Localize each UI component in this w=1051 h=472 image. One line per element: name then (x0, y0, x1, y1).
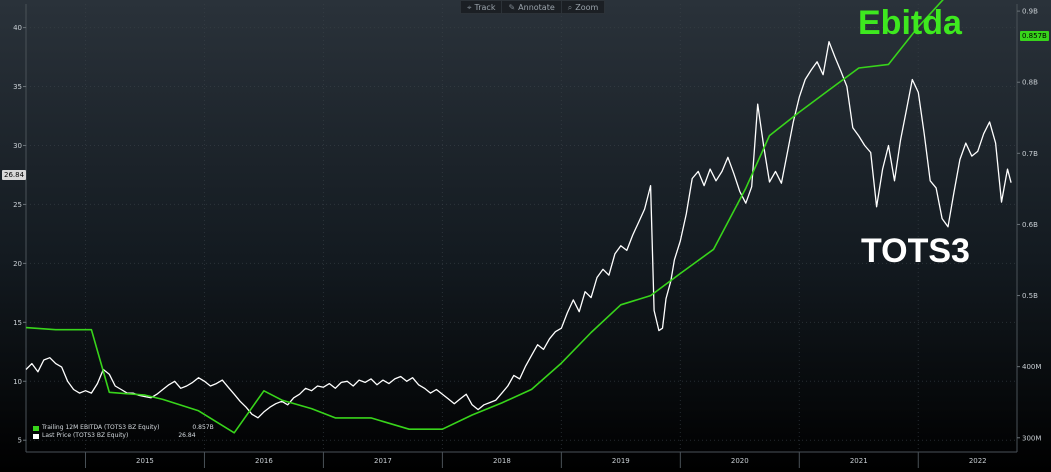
last-ebitda-tag: 0.857B (1020, 31, 1049, 41)
legend-value-ebitda: 0.857B (192, 424, 214, 431)
left-tick-label: 30 (13, 142, 22, 150)
left-tick-label: 35 (13, 83, 22, 91)
x-tick-label: 2016 (255, 457, 273, 465)
annotate-button[interactable]: ✎ Annotate (502, 1, 562, 13)
right-tick-label: 0.9B (1022, 8, 1038, 16)
right-tick-label: 400M (1022, 363, 1041, 371)
series-lines (25, 0, 1012, 434)
x-tick-label: 2017 (374, 457, 392, 465)
legend-swatch-ebitda (33, 425, 39, 431)
left-tick-label: 5 (18, 437, 22, 445)
left-axis: 5 10 15 20 25 30 35 40 (13, 4, 27, 452)
left-tick-label: 25 (13, 201, 22, 209)
x-axis: 2015 2016 2017 2018 2019 2020 2021 2022 (26, 451, 1017, 468)
track-icon: ⌖ (467, 2, 472, 12)
left-tick-label: 10 (13, 378, 22, 386)
annotate-icon: ✎ (508, 2, 516, 12)
right-tick-label: 300M (1022, 434, 1041, 442)
last-price-tag: 26.84 (2, 170, 27, 180)
zoom-label: Zoom (575, 2, 599, 12)
ebitda-annotation: Ebitda (858, 4, 962, 42)
x-tick-label: 2019 (612, 457, 630, 465)
left-tick-label: 15 (13, 319, 22, 327)
chart-toolbar: ⌖ Track ✎ Annotate ⌕ Zoom (460, 0, 606, 14)
legend-item-ebitda[interactable]: Trailing 12M EBITDA (TOTS3 BZ Equity) 0.… (33, 424, 214, 432)
right-tick-label: 0.8B (1022, 79, 1038, 87)
legend-label-ebitda: Trailing 12M EBITDA (TOTS3 BZ Equity) (42, 424, 160, 431)
track-button[interactable]: ⌖ Track (461, 1, 503, 13)
left-tick-label: 40 (13, 24, 22, 32)
right-tick-label: 0.6B (1022, 221, 1038, 229)
right-tick-label: 0.7B (1022, 150, 1038, 158)
legend-item-price[interactable]: Last Price (TOTS3 BZ Equity) 26.84 (33, 432, 214, 440)
x-tick-label: 2018 (493, 457, 511, 465)
annotate-label: Annotate (518, 2, 555, 12)
legend-swatch-price (33, 433, 39, 439)
x-tick-label: 2022 (969, 457, 987, 465)
tots3-annotation: TOTS3 (861, 232, 970, 270)
legend: Trailing 12M EBITDA (TOTS3 BZ Equity) 0.… (33, 424, 214, 440)
legend-value-price: 26.84 (178, 432, 196, 439)
legend-label-price: Last Price (TOTS3 BZ Equity) (42, 432, 129, 439)
zoom-button[interactable]: ⌕ Zoom (562, 1, 605, 13)
zoom-icon: ⌕ (567, 2, 573, 12)
x-tick-label: 2021 (850, 457, 868, 465)
x-tick-label: 2015 (136, 457, 154, 465)
x-tick-label: 2020 (731, 457, 749, 465)
vertical-gridlines (84, 4, 919, 452)
track-label: Track (474, 2, 496, 12)
price-series-line (25, 41, 1012, 419)
right-axis: 300M 400M 0.5B 0.6B 0.7B 0.8B 0.9B (1016, 4, 1041, 452)
left-tick-label: 20 (13, 260, 22, 268)
right-tick-label: 0.5B (1022, 292, 1038, 300)
ebitda-series-line (25, 0, 944, 434)
